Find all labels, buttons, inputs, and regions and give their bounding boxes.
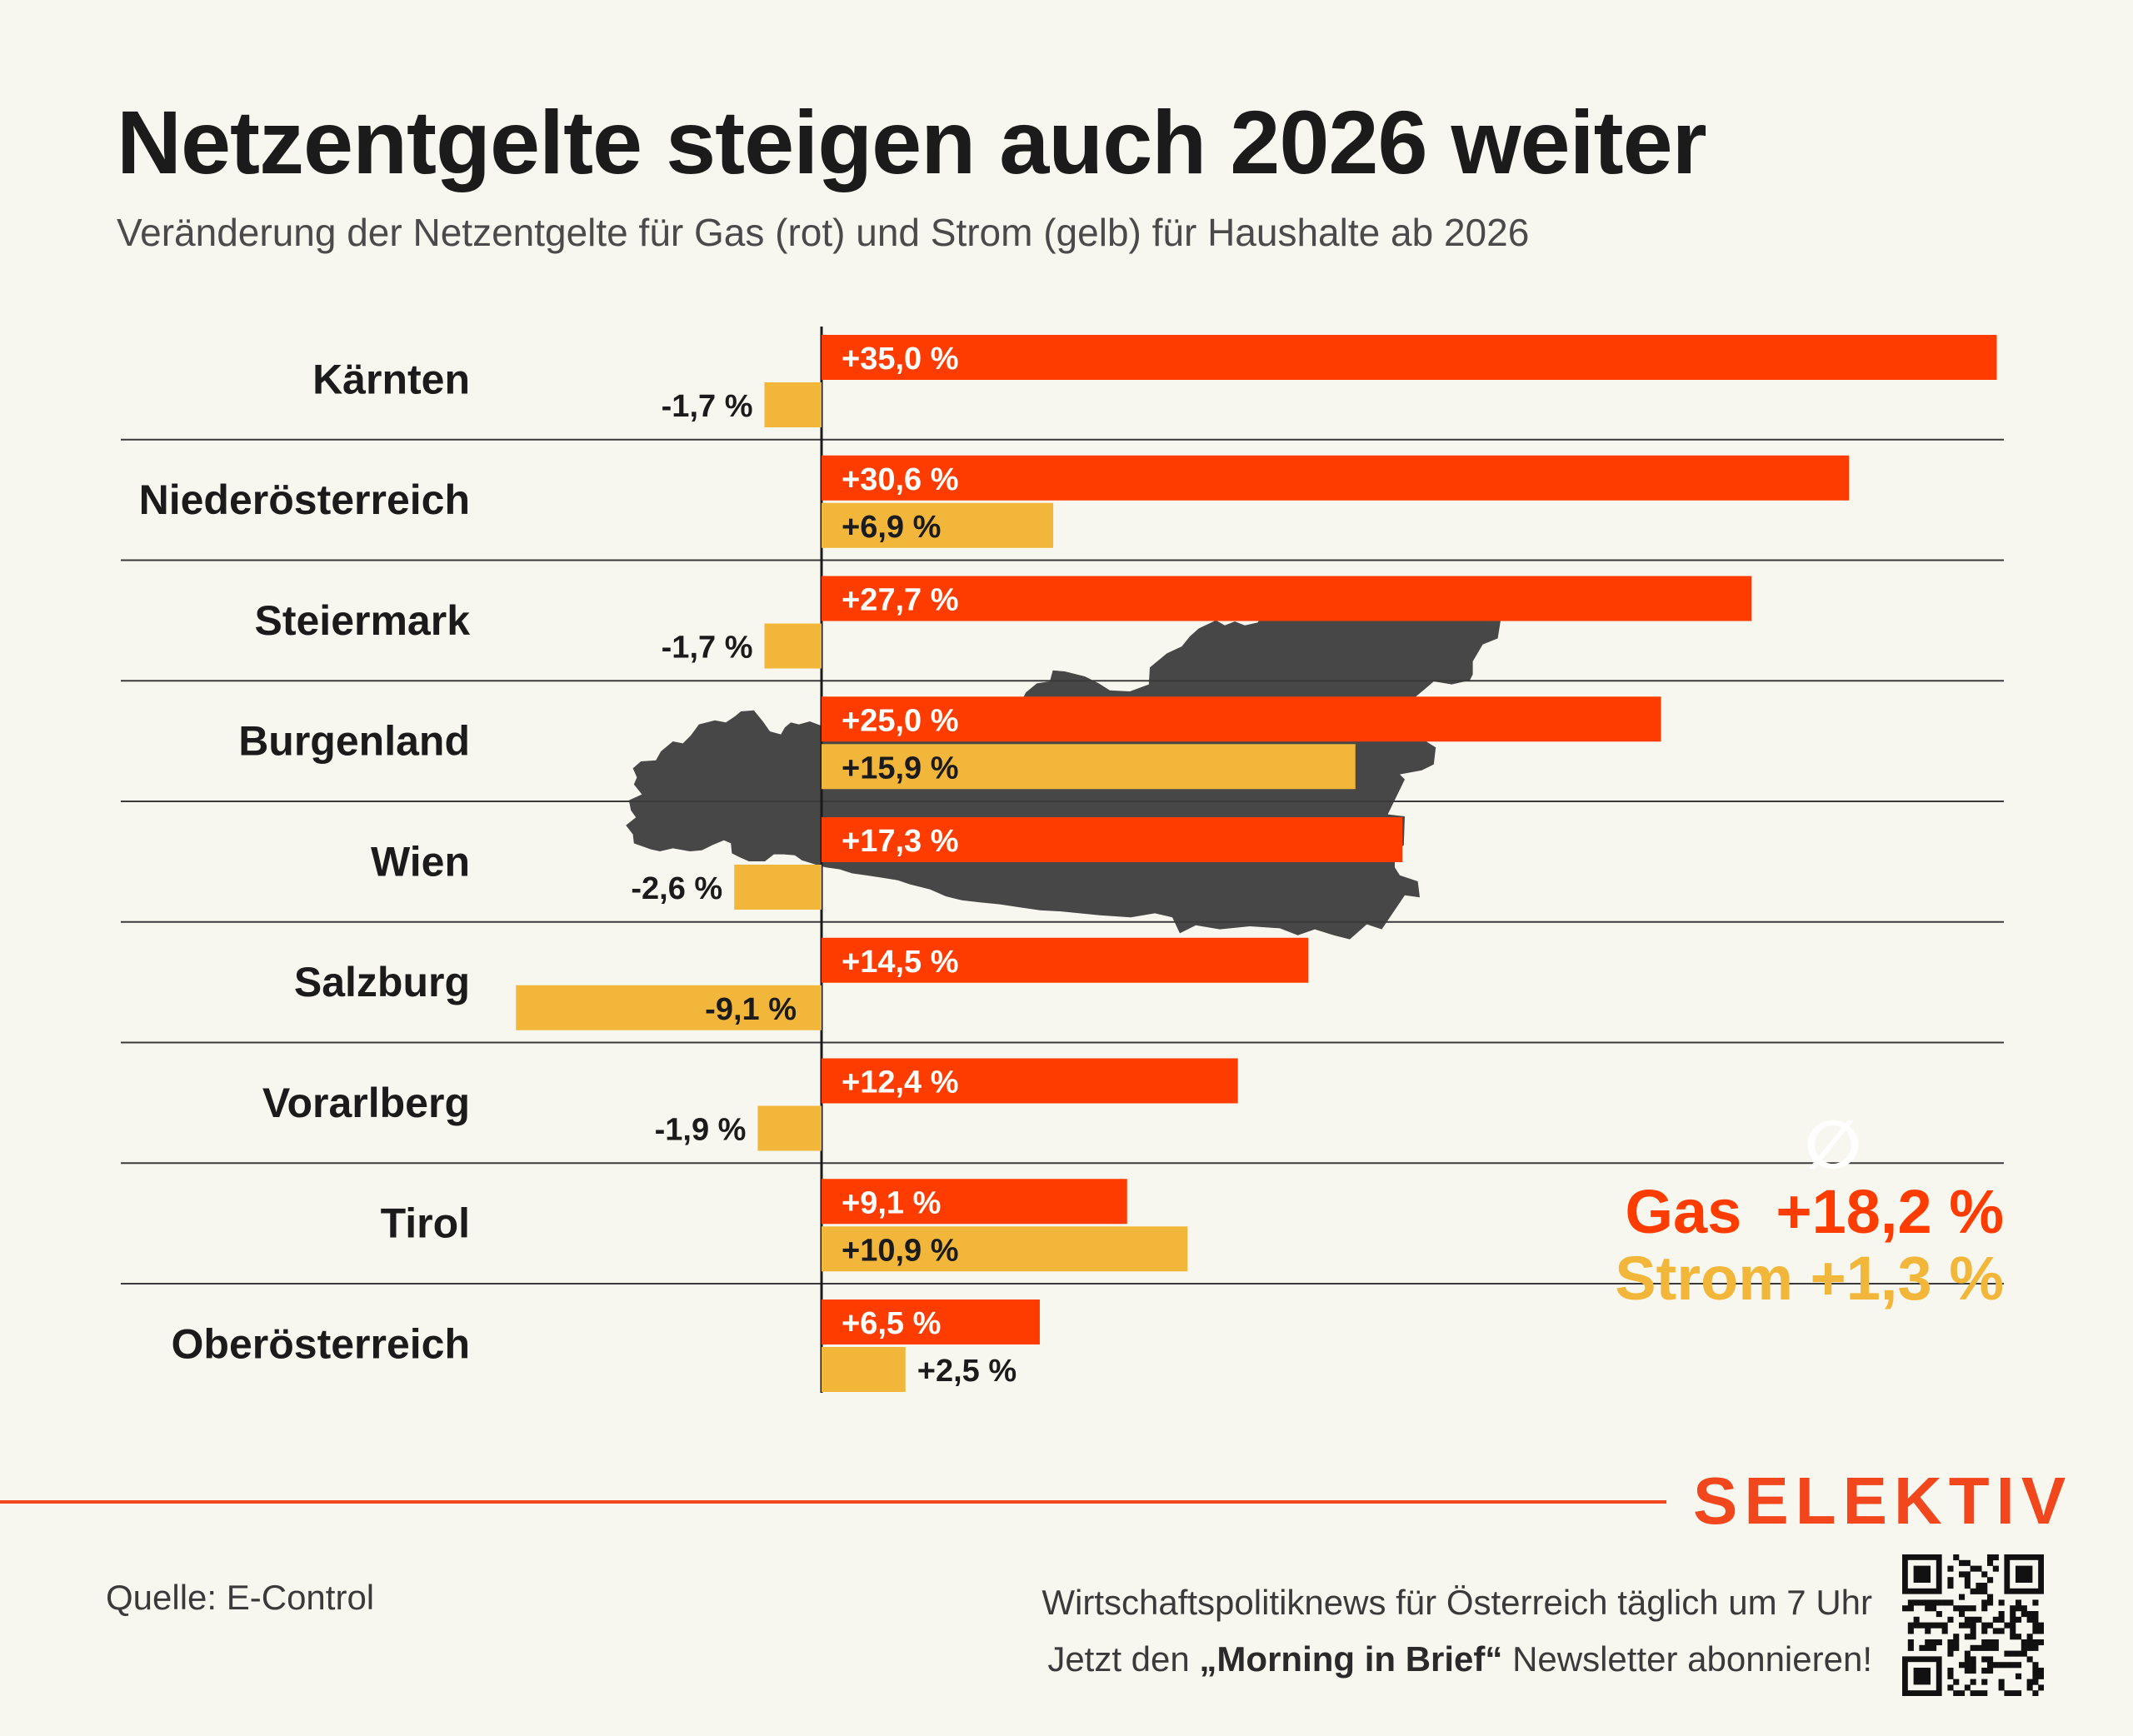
gas-value-label: +35,0 % [842,342,959,377]
strom-value-label: -1,7 % [662,631,753,666]
category-label: Salzburg [294,959,470,1005]
gas-value-label: +9,1 % [842,1185,941,1220]
newsletter-name: „Morning in Brief“ [1199,1639,1503,1679]
gas-bar [822,1058,1238,1104]
gas-bar [822,1179,1127,1225]
gas-value-label: +25,0 % [842,703,959,738]
strom-bar [757,1105,822,1151]
gas-value-label: +30,6 % [842,462,959,497]
average-symbol: ∅ [1805,1108,1862,1182]
gas-bar [822,576,1752,621]
strom-bar [822,744,1356,790]
gas-value-label: +6,5 % [842,1306,941,1341]
promo-line-2-pre: Jetzt den [1047,1639,1200,1679]
strom-bar [734,865,822,910]
strom-bar [764,623,822,669]
footer-divider [0,1500,1666,1504]
gas-bar [822,455,1850,501]
strom-value-label: +15,9 % [842,751,959,786]
strom-value-label: +2,5 % [917,1354,1017,1389]
category-label: Wien [371,838,470,885]
category-label: Steiermark [255,597,471,644]
gas-value-label: +12,4 % [842,1065,959,1100]
strom-value-label: -1,7 % [662,389,753,424]
gas-value-label: +14,5 % [842,945,959,980]
category-label: Kärnten [312,356,470,402]
gas-bar [822,937,1309,983]
strom-bar [516,985,822,1030]
strom-bar [822,502,1054,548]
gas-bar [822,1300,1040,1344]
strom-bar [822,1347,906,1392]
average-gas-label: Gas +18,2 % [1625,1177,2004,1246]
category-label: Oberösterreich [172,1320,470,1367]
category-label: Vorarlberg [262,1080,470,1126]
gas-bar [822,335,1997,380]
promo-line-1: Wirtschaftspolitiknews für Österreich tä… [1042,1583,1872,1622]
page-subtitle: Veränderung der Netzentgelte für Gas (ro… [117,211,1530,254]
strom-bar [764,382,822,427]
strom-bar [822,1226,1188,1272]
gas-value-label: +17,3 % [842,824,959,859]
newsletter-promo: Wirtschaftspolitiknews für Österreich tä… [1042,1574,1872,1688]
category-label: Burgenland [238,718,470,765]
gas-value-label: +27,7 % [842,583,959,618]
qr-code-icon[interactable] [1902,1554,2044,1696]
strom-value-label: +6,9 % [842,510,941,545]
strom-value-label: +10,9 % [842,1233,959,1268]
promo-line-2[interactable]: Jetzt den „Morning in Brief“ Newsletter … [1042,1631,1872,1688]
source-note: Quelle: E-Control [106,1578,375,1617]
brand-logo: SELEKTIV [1693,1464,2073,1538]
strom-value-label: -9,1 % [705,992,797,1027]
gas-bar [822,817,1403,862]
promo-line-2-post: Newsletter abonnieren! [1502,1639,1872,1679]
category-label: Niederösterreich [139,476,470,523]
strom-value-label: -2,6 % [631,871,722,906]
bar-chart: Kärnten +35,0 % -1,7 % Niederösterreich +30,… [121,327,2004,1393]
gas-bar [822,696,1661,742]
average-strom-label: Strom +1,3 % [1615,1244,2004,1313]
page-title: Netzentgelte steigen auch 2026 weiter [117,92,1707,192]
strom-value-label: -1,9 % [655,1113,747,1148]
category-label: Tirol [381,1200,470,1247]
